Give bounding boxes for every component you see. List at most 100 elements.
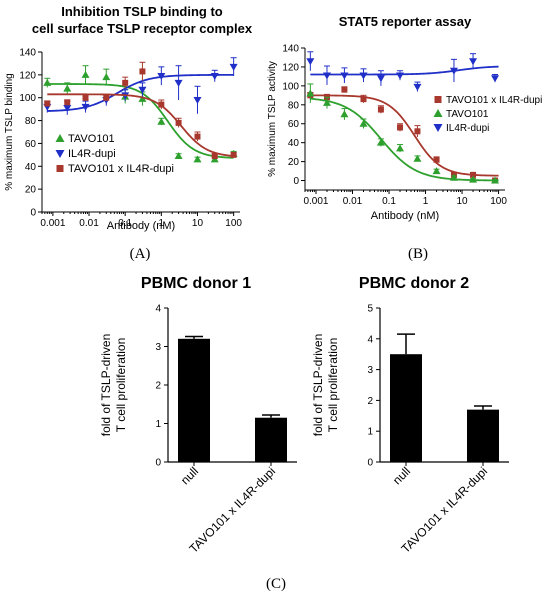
panel-b-data-point: [397, 124, 404, 131]
panel-b-data-point: [470, 171, 477, 178]
panel-b-x-tick-label: 100: [490, 196, 507, 207]
panel-c1-y-tick-label: 0: [155, 458, 161, 469]
panel-b-data-point: [376, 75, 385, 83]
panel-b-legend-label-2: IL4R-dupi: [446, 123, 489, 134]
panel-a-data-point: [229, 63, 238, 71]
panel-c1-y-tick-label: 4: [155, 304, 161, 315]
panel-b-legend-marker-0: [434, 96, 442, 103]
panel-c1-bar-1: [255, 417, 287, 462]
panel-b-x-tick-label: 1: [423, 196, 429, 207]
panel-c2-bar-0: [390, 354, 422, 462]
panel-a-data-point: [103, 94, 110, 101]
panel-a-data-point: [158, 101, 165, 108]
panel-b-fit-curve-1: [310, 97, 499, 182]
panel-a-data-point: [44, 100, 51, 107]
panel-b-y-tick-label: 20: [288, 157, 300, 168]
panel-b-title-line-0: STAT5 reporter assay: [339, 14, 472, 29]
panel-b-data-point: [360, 96, 367, 103]
panel-b-data-point: [341, 86, 348, 93]
panel-c2-y-axis-label-line-1: T cell proliferation: [326, 338, 340, 433]
panel-a-data-point: [230, 151, 237, 158]
panel-b-x-tick-label: 10: [456, 196, 468, 207]
panel-c2-x-tick-label-0: null: [390, 464, 413, 487]
panel-b-data-point: [449, 67, 458, 75]
panel-c2-y-axis-label-line-0: fold of TSLP-driven: [311, 334, 325, 437]
panel-b-y-axis-label: % maximum TSLP activity: [267, 61, 278, 177]
panel-a-y-tick-label: 120: [19, 70, 36, 81]
panel-b-data-point: [432, 167, 441, 175]
panel-b-y-tick-label: 80: [288, 100, 300, 111]
panel-c2-y-tick-label: 5: [367, 304, 373, 315]
panel-b-data-point: [469, 175, 478, 183]
panel-b-data-point: [491, 176, 500, 184]
panel-a-data-point: [193, 97, 202, 104]
panel-b-legend-marker-1: [433, 109, 443, 117]
panel-a-data-point: [138, 86, 147, 94]
panel-b-data-point: [359, 119, 368, 127]
panel-b-data-point: [413, 83, 422, 91]
panel-c1-y-tick-label: 3: [155, 342, 161, 353]
panel-c2-y-tick-label: 2: [367, 396, 373, 407]
panel-b-data-point: [340, 110, 349, 118]
panel-b-x-tick-label: 0.01: [343, 196, 363, 207]
panel-a-legend-marker-0: [55, 134, 65, 142]
panel-a-data-point: [122, 79, 129, 86]
panel-label-1: (B): [408, 246, 428, 262]
panel-a-y-tick-label: 60: [25, 139, 37, 150]
panel-a-data-point: [174, 79, 183, 87]
panel-a-x-tick-label: 0.1: [118, 218, 132, 229]
panel-b-data-point: [413, 154, 422, 162]
panel-a-y-tick-label: 40: [25, 162, 37, 173]
panel-a-data-point: [193, 155, 202, 163]
panel-c2-y-tick-label: 0: [367, 458, 373, 469]
panel-a-fit-curve-1: [47, 73, 234, 112]
panel-c1-x-tick-label-0: null: [178, 464, 201, 487]
panel-label-2: (C): [266, 576, 286, 592]
panel-b-data-point: [340, 72, 349, 80]
panel-a-data-point: [175, 119, 182, 126]
panel-b-data-point: [396, 72, 405, 80]
panel-a-y-tick-label: 140: [19, 48, 36, 59]
panel-a-title-line-1: cell surface TSLP receptor complex: [32, 21, 253, 36]
panel-b-y-tick-label: 140: [282, 44, 299, 55]
panel-c2-y-tick-label: 3: [367, 365, 373, 376]
panel-b-x-axis-label: Antibody (nM): [371, 210, 439, 222]
panel-b-data-point: [306, 89, 315, 97]
panel-b-data-point: [396, 144, 405, 152]
panel-c1-y-axis-label-line-1: T cell proliferation: [114, 338, 128, 433]
panel-c1-title: PBMC donor 1: [141, 275, 251, 292]
panel-b-data-point: [322, 72, 331, 80]
panel-a-y-axis-label: % maximum TSLP binding: [4, 73, 15, 190]
panel-a-y-tick-label: 80: [25, 116, 37, 127]
panel-a-legend-label-2: TAVO101 x IL4R-dupi: [68, 163, 174, 175]
panel-b-y-tick-label: 100: [282, 81, 299, 92]
panel-b-y-tick-label: 120: [282, 62, 299, 73]
panel-c1-x-tick-label-1: TAVO101 x IL4R-dupi: [186, 464, 278, 556]
panel-a-data-point: [139, 68, 146, 75]
panel-c1-y-tick-label: 1: [155, 419, 161, 430]
panel-b-y-tick-label: 40: [288, 138, 300, 149]
panel-a-y-tick-label: 0: [30, 208, 36, 219]
panel-a-legend-marker-2: [56, 165, 64, 172]
panel-a-legend-label-0: TAVO101: [68, 133, 115, 145]
panel-b-data-point: [359, 72, 368, 80]
panel-c2-bar-1: [467, 409, 499, 462]
panel-a-x-tick-label: 1: [159, 218, 165, 229]
panel-b-fit-curve-2: [310, 65, 499, 76]
panel-a-data-point: [82, 94, 89, 101]
panel-c2-title: PBMC donor 2: [359, 275, 469, 292]
panel-b-legend-label-1: TAVO101: [446, 109, 489, 120]
panel-b-data-point: [449, 173, 458, 181]
panel-a-data-point: [102, 73, 111, 81]
panel-b-data-point: [322, 98, 331, 106]
panel-a-data-point: [64, 99, 71, 106]
panel-b-y-tick-label: 0: [293, 176, 299, 187]
panel-c1-y-tick-label: 2: [155, 381, 161, 392]
panel-a-data-point: [63, 84, 72, 92]
panel-b-data-point: [376, 138, 385, 146]
panel-b-data-point: [377, 106, 384, 113]
panel-b-y-tick-label: 60: [288, 119, 300, 130]
panel-a-data-point: [43, 78, 52, 86]
panel-a-x-tick-label: 0.01: [79, 218, 99, 229]
panel-a-data-point: [63, 105, 72, 112]
